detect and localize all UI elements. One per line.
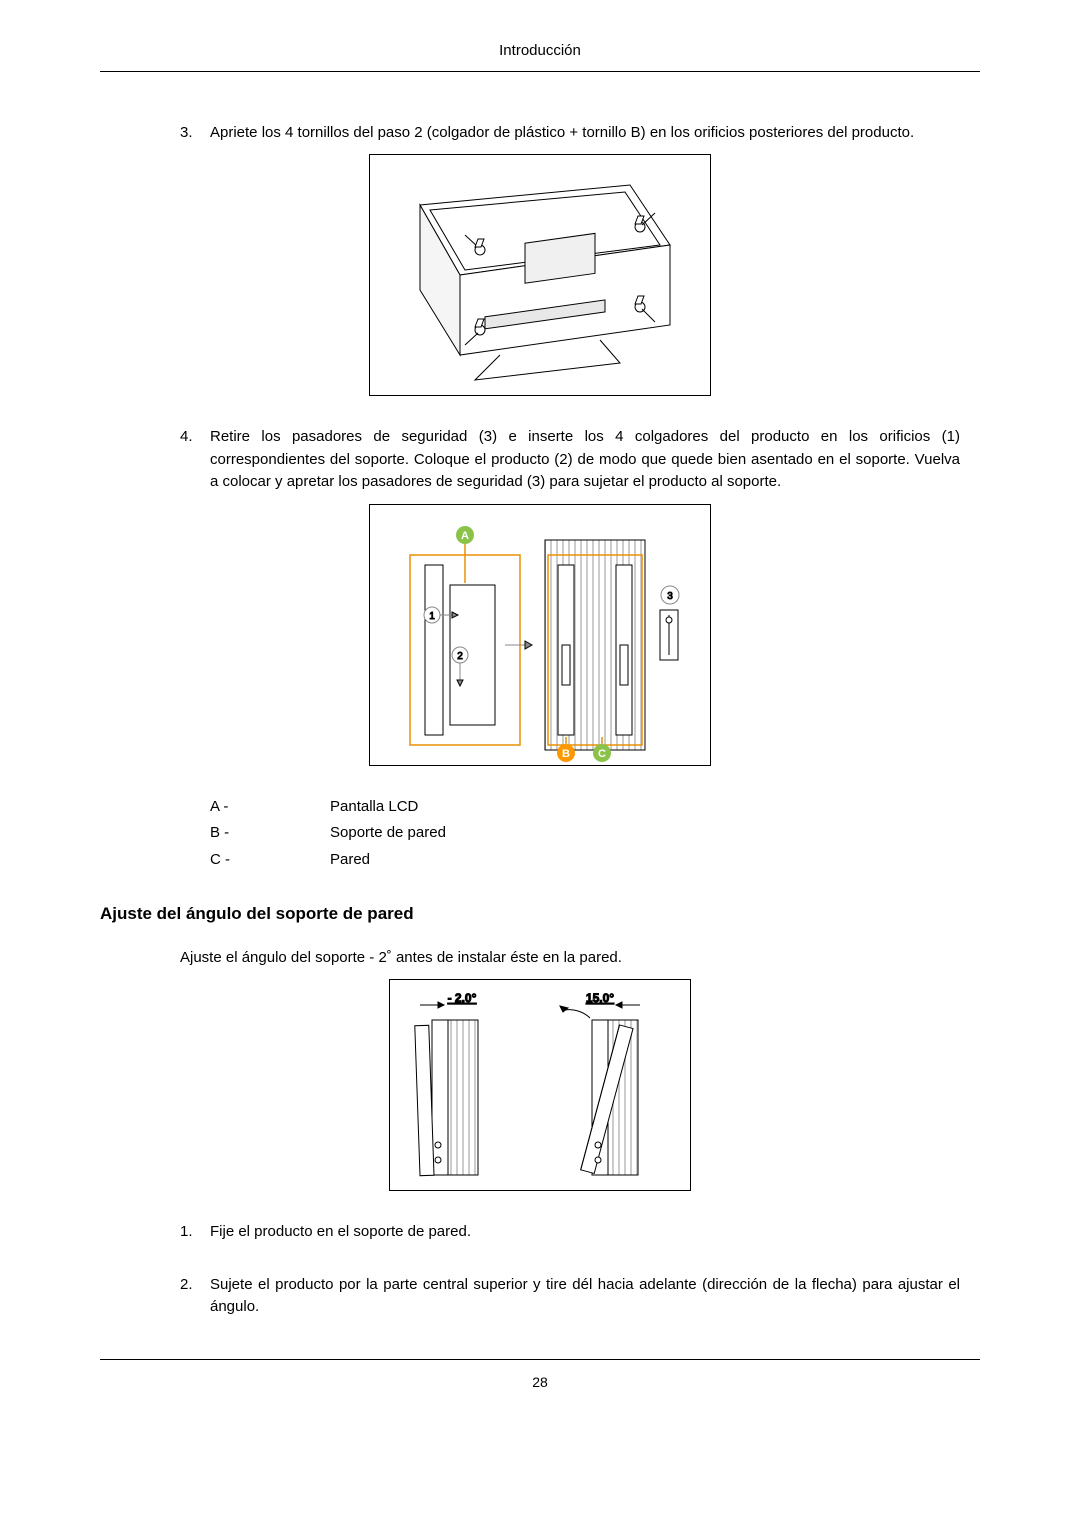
angle-right-label: 15.0°: [586, 991, 614, 1005]
angle-adjustment-diagram: - 2.0° 15.0°: [390, 980, 690, 1190]
legend-value: Soporte de pared: [330, 822, 446, 845]
step-number: 4.: [180, 426, 210, 494]
numbered-item: 1. Fije el producto en el soporte de par…: [100, 1221, 980, 1244]
page-number: 28: [532, 1374, 548, 1390]
step-text: Sujete el producto por la parte central …: [210, 1274, 980, 1319]
svg-text:2: 2: [457, 651, 463, 662]
figure-1-container: [100, 154, 980, 396]
legend-value: Pared: [330, 849, 370, 872]
angle-intro-text: Ajuste el ángulo del soporte - 2˚ antes …: [100, 947, 980, 970]
page-footer: 28: [100, 1359, 980, 1393]
numbered-item: 4. Retire los pasadores de seguridad (3)…: [100, 426, 980, 494]
figure-1-box: [369, 154, 711, 396]
legend-row: B - Soporte de pared: [210, 822, 980, 845]
page-header: Introducción: [100, 40, 980, 72]
step-text: Fije el producto en el soporte de pared.: [210, 1221, 980, 1244]
wall-mount-diagram: 1 2: [370, 505, 710, 765]
legend-row: A - Pantalla LCD: [210, 796, 980, 819]
step-number: 1.: [180, 1221, 210, 1244]
legend-key: A -: [210, 796, 330, 819]
step-number: 3.: [180, 122, 210, 145]
svg-text:B: B: [562, 748, 570, 760]
numbered-item: 2. Sujete el producto por la parte centr…: [100, 1274, 980, 1319]
svg-text:A: A: [461, 530, 469, 542]
monitor-back-diagram: [370, 155, 710, 395]
legend-row: C - Pared: [210, 849, 980, 872]
legend-key: B -: [210, 822, 330, 845]
angle-step-1: 1. Fije el producto en el soporte de par…: [100, 1221, 980, 1244]
step-text: Retire los pasadores de seguridad (3) e …: [210, 426, 980, 494]
step-text: Apriete los 4 tornillos del paso 2 (colg…: [210, 122, 980, 145]
legend-section: A - Pantalla LCD B - Soporte de pared C …: [100, 796, 980, 872]
numbered-item: 3. Apriete los 4 tornillos del paso 2 (c…: [100, 122, 980, 145]
section-heading: Ajuste del ángulo del soporte de pared: [100, 901, 980, 927]
figure-3-box: - 2.0° 15.0°: [389, 979, 691, 1191]
step-4-block: 4. Retire los pasadores de seguridad (3)…: [100, 426, 980, 766]
step-3-block: 3. Apriete los 4 tornillos del paso 2 (c…: [100, 122, 980, 397]
figure-3-container: - 2.0° 15.0°: [100, 979, 980, 1191]
legend-key: C -: [210, 849, 330, 872]
angle-left-label: - 2.0°: [448, 991, 477, 1005]
angle-step-2: 2. Sujete el producto por la parte centr…: [100, 1274, 980, 1319]
svg-text:1: 1: [429, 611, 435, 622]
step-number: 2.: [180, 1274, 210, 1319]
header-title: Introducción: [499, 42, 581, 59]
figure-2-box: 1 2: [369, 504, 711, 766]
svg-text:C: C: [598, 748, 606, 760]
svg-text:3: 3: [667, 591, 673, 602]
figure-2-container: 1 2: [100, 504, 980, 766]
legend-value: Pantalla LCD: [330, 796, 418, 819]
